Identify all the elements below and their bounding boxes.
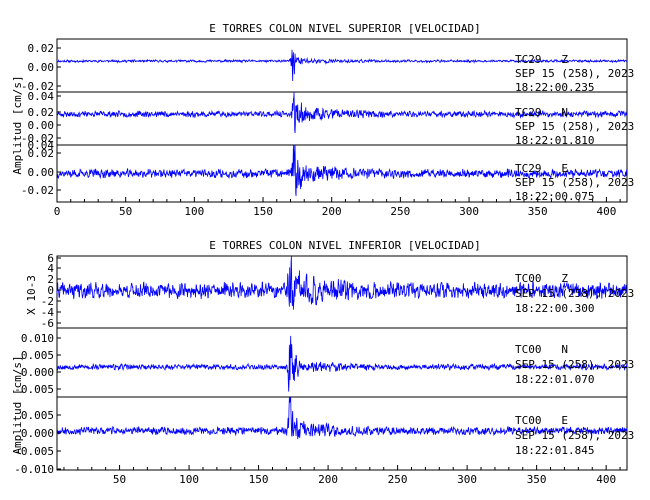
ytick-label: -0.02 [21,132,54,145]
yticks-tc00-z: 6 4 2 0 -2 -4 -6 [41,252,61,330]
trace-tc00-z [56,256,628,310]
channel-label: TC29 N [515,106,568,119]
ytick-label: 4 [47,262,54,275]
panel-tc00-z: X 10-3 6 4 2 0 -2 -4 -6 TC00 Z SEP 15 (2… [25,252,634,330]
time-label: 18:22:00.075 [515,190,594,203]
panel-tc29-z: 0.02 0.00 -0.02 TC29 Z SEP 15 (258), 202… [21,38,634,94]
date-label: SEP 15 (258), 2023 [515,120,634,133]
date-label: SEP 15 (258), 2023 [515,358,634,371]
yticks-tc29-z: 0.02 0.00 -0.02 [21,42,61,93]
ytick-label: 2 [47,273,54,286]
xtick-label: 250 [388,473,408,486]
chart-inferior: E TORRES COLON NIVEL INFERIOR [VELOCIDAD… [11,239,634,486]
yticks-tc00-e: 0.005 0.000 -0.005 -0.010 [14,409,61,476]
ytick-label: 0.00 [28,119,55,132]
ytick-label: -6 [41,317,54,330]
chart-inferior-ylabel: Amplitud [cm/s] [11,355,24,454]
time-label: 18:22:01.845 [515,444,594,457]
yticks-tc00-n: 0.010 0.005 0.000 -0.005 [14,332,61,396]
time-label: 18:22:01.810 [515,134,594,147]
ytick-label: 0.02 [28,106,55,119]
date-label: SEP 15 (258), 2023 [515,67,634,80]
xtick-label: 300 [459,205,479,218]
xtick-label: 0 [54,205,61,218]
xtick-label: 150 [249,473,269,486]
date-label: SEP 15 (258), 2023 [515,287,634,300]
xtick-label: 50 [119,205,132,218]
ytick-label: -0.005 [14,383,54,396]
xtick-label: 400 [596,205,616,218]
chart-superior-title: E TORRES COLON NIVEL SUPERIOR [VELOCIDAD… [209,22,481,35]
ytick-label: 6 [47,252,54,265]
ytick-label: 0.000 [21,366,54,379]
xtick-label: 350 [528,205,548,218]
ytick-label: -4 [41,306,55,319]
ytick-label: 0.04 [28,90,55,103]
scale-label: X 10-3 [25,275,38,315]
xtick-label: 100 [184,205,204,218]
yticks-tc29-n: 0.04 0.02 0.00 -0.02 [21,90,61,145]
chart-inferior-title: E TORRES COLON NIVEL INFERIOR [VELOCIDAD… [209,239,481,252]
channel-label: TC00 E [515,414,568,427]
ytick-label: -0.010 [14,463,54,476]
trace-tc00-e [56,396,628,440]
ytick-label: 0.010 [21,332,54,345]
xtick-label: 150 [253,205,273,218]
yticks-tc29-e: 0.02 0.00 -0.02 0.04 [21,139,61,197]
ytick-label: -0.02 [21,184,54,197]
panel-frame [56,144,628,203]
channel-label: TC29 E [515,162,568,175]
channel-label: TC00 Z [515,272,568,285]
channel-label: TC00 N [515,343,568,356]
xtick-label: 50 [113,473,126,486]
xtick-label: 200 [322,205,342,218]
xtick-label: 100 [179,473,199,486]
time-label: 18:22:00.235 [515,81,594,94]
ytick-label: 0.02 [28,42,55,55]
time-label: 18:22:00.300 [515,302,594,315]
ytick-label: 0.02 [28,147,55,160]
xtick-label: 300 [457,473,477,486]
ytick-label: 0.00 [28,61,55,74]
xaxis-superior: 0 50 100 150 200 250 300 350 400 [54,197,621,218]
ytick-label: -0.02 [21,80,54,93]
trace-tc29-z [56,49,628,81]
date-label: SEP 15 (258), 2023 [515,176,634,189]
panel-tc29-e: 0.02 0.00 -0.02 0.04 TC29 E SEP 15 (258)… [21,139,634,203]
ytick-label: 0 [47,284,54,297]
xtick-label: 350 [527,473,547,486]
panel-tc29-n: 0.04 0.02 0.00 -0.02 TC29 N SEP 15 (258)… [21,90,634,147]
trace-tc29-e [56,145,628,197]
trace-tc00-n [56,335,628,392]
panel-tc00-e: 0.005 0.000 -0.005 -0.010 TC00 E SEP 15 … [14,396,634,476]
panel-tc00-n: 0.010 0.005 0.000 -0.005 TC00 N SEP 15 (… [14,327,634,398]
time-label: 18:22:01.070 [515,373,594,386]
ytick-label: -2 [41,295,54,308]
channel-label: TC29 Z [515,53,568,66]
xtick-label: 400 [596,473,616,486]
xaxis-inferior: 50 100 150 200 250 300 350 400 [63,465,621,486]
date-label: SEP 15 (258), 2023 [515,429,634,442]
ytick-label: 0.04 [28,139,55,152]
ytick-label: 0.000 [21,427,54,440]
chart-superior: E TORRES COLON NIVEL SUPERIOR [VELOCIDAD… [11,22,634,218]
trace-tc29-n [56,92,628,134]
chart-superior-ylabel: Amplitud [cm/s] [11,75,24,174]
xtick-label: 250 [390,205,410,218]
ytick-label: -0.005 [14,445,54,458]
ytick-label: 0.00 [28,166,55,179]
ytick-label: 0.005 [21,409,54,422]
ytick-label: 0.005 [21,349,54,362]
xtick-label: 200 [318,473,338,486]
